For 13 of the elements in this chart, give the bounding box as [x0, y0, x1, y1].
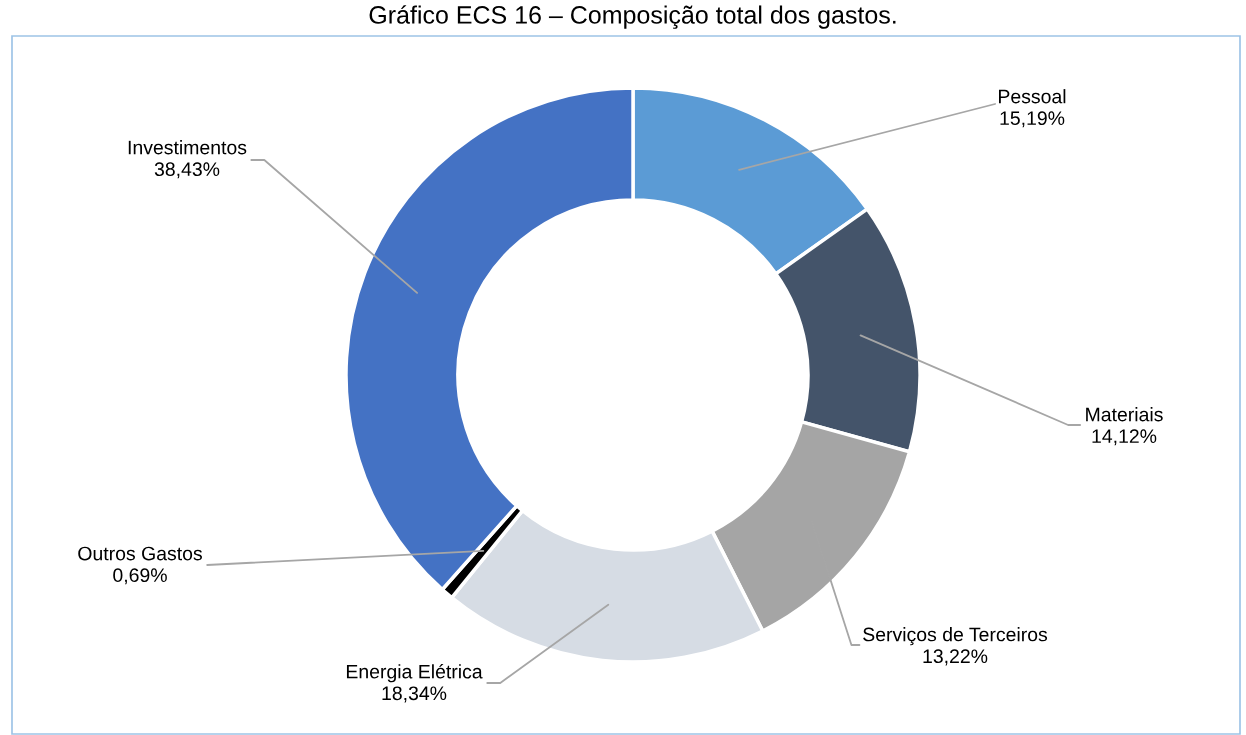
slice-label: Energia Elétrica [346, 664, 483, 683]
data-label: 38,43% [154, 162, 220, 179]
data-label: 13,22% [923, 649, 988, 666]
slice-label: Outros Gastos [78, 546, 202, 561]
data-label: 18,34% [382, 686, 447, 703]
slice-label: Materiais [1086, 407, 1163, 422]
data-label: 0,69% [113, 568, 167, 585]
data-label: 14,12% [1092, 429, 1157, 446]
chart-title: Gráfico ECS 16 – Composição total dos gastos. [369, 5, 896, 29]
data-label: 15,19% [1000, 111, 1065, 128]
slice-label: Investimentos [128, 140, 247, 155]
slice-label: Serviços de Terceiros [863, 627, 1048, 646]
slice-label: Pessoal [999, 89, 1066, 104]
